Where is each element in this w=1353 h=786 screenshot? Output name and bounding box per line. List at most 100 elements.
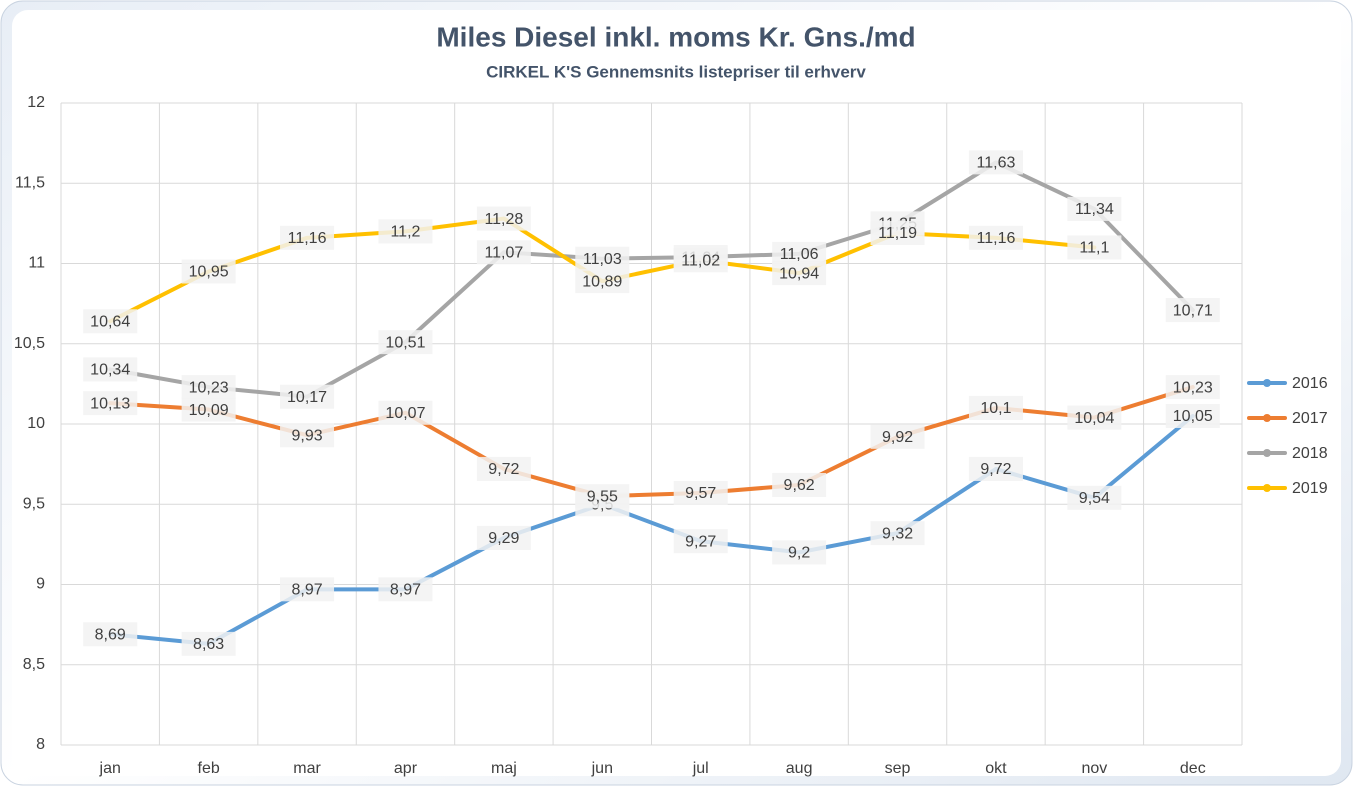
data-label-background: [476, 525, 531, 550]
data-label-background: [181, 631, 236, 656]
data-label-background: [673, 481, 728, 506]
data-label-background: [673, 529, 728, 554]
data-label-background: [1067, 405, 1122, 430]
data-label: 11,34: [1075, 201, 1114, 218]
data-label-background: [378, 219, 433, 244]
data-label-background: [181, 397, 236, 422]
data-label: 10,13: [90, 395, 130, 412]
legend-marker: [1263, 414, 1271, 422]
data-label-background: [575, 484, 630, 509]
data-label-background: [772, 261, 827, 286]
data-label-background: [968, 395, 1023, 420]
x-tick-label: sep: [885, 760, 911, 777]
x-tick-label: jul: [692, 760, 709, 777]
data-label: 9,54: [1079, 490, 1110, 507]
data-label: 9,27: [685, 533, 716, 550]
legend-label: 2017: [1292, 410, 1328, 427]
data-label-background: [83, 622, 138, 647]
y-tick-label: 11: [28, 255, 45, 272]
data-label: 8,69: [95, 626, 126, 643]
data-label-background: [1067, 235, 1122, 260]
data-label: 11,2: [390, 224, 420, 241]
data-label: 10,07: [385, 405, 425, 422]
data-label-background: [772, 472, 827, 497]
data-label-background: [968, 225, 1023, 250]
data-label: 10,51: [385, 334, 425, 351]
data-label-background: [1165, 403, 1220, 428]
data-label: 10,23: [1173, 379, 1213, 396]
data-label-background: [280, 577, 335, 602]
x-tick-label: nov: [1081, 760, 1107, 777]
data-label-background: [1165, 298, 1220, 323]
data-label-background: [83, 357, 138, 382]
data-label: 10,09: [189, 402, 229, 419]
y-tick-label: 11,5: [15, 174, 45, 191]
data-label: 8,97: [291, 582, 322, 599]
data-label-background: [968, 150, 1023, 175]
legend-marker: [1263, 379, 1271, 387]
data-label: 11,02: [681, 253, 720, 270]
data-label: 10,04: [1074, 410, 1114, 427]
x-tick-label: jun: [591, 760, 613, 777]
data-label: 11,16: [288, 230, 327, 247]
data-label: 11,28: [484, 211, 523, 228]
y-tick-label: 8,5: [23, 656, 45, 673]
data-label: 11,03: [583, 251, 622, 268]
x-tick-label: aug: [786, 760, 813, 777]
data-label-background: [476, 456, 531, 481]
data-label: 11,07: [484, 244, 523, 261]
data-label-background: [280, 384, 335, 409]
y-tick-label: 8: [36, 736, 45, 753]
data-label-background: [870, 521, 925, 546]
data-label: 9,93: [291, 427, 322, 444]
legend-label: 2019: [1292, 480, 1328, 497]
data-label-background: [968, 456, 1023, 481]
data-label-background: [476, 206, 531, 231]
x-tick-label: okt: [985, 760, 1007, 777]
data-label: 9,55: [587, 488, 618, 505]
data-label: 9,2: [788, 545, 810, 562]
y-tick-label: 9,5: [23, 495, 45, 512]
data-label: 9,57: [685, 485, 716, 502]
y-tick-label: 10: [27, 415, 45, 432]
data-label: 9,72: [980, 461, 1011, 478]
x-tick-label: jan: [99, 760, 121, 777]
data-label-background: [83, 309, 138, 334]
legend-marker: [1263, 484, 1271, 492]
data-label: 9,62: [784, 477, 815, 494]
legend-label: 2018: [1292, 445, 1328, 462]
data-label-background: [673, 248, 728, 273]
data-label-background: [181, 375, 236, 400]
data-label-background: [181, 259, 236, 284]
data-label: 11,19: [878, 225, 917, 242]
data-label-background: [1165, 375, 1220, 400]
data-label: 10,94: [779, 265, 819, 282]
data-label: 11,16: [977, 230, 1016, 247]
data-label-background: [280, 225, 335, 250]
y-tick-label: 10,5: [14, 335, 45, 352]
data-label-background: [280, 423, 335, 448]
chart-title: Miles Diesel inkl. moms Kr. Gns./md: [436, 21, 915, 52]
x-tick-label: mar: [293, 760, 321, 777]
x-tick-label: maj: [491, 760, 517, 777]
data-label-background: [870, 221, 925, 246]
data-label: 10,34: [90, 362, 130, 379]
data-label-background: [772, 540, 827, 565]
data-label-background: [575, 246, 630, 271]
y-tick-label: 12: [27, 94, 45, 111]
x-tick-label: feb: [198, 760, 220, 777]
data-label-background: [1067, 196, 1122, 221]
data-label: 10,23: [189, 379, 229, 396]
data-label-background: [378, 400, 433, 425]
data-label: 9,92: [882, 429, 913, 446]
legend-marker: [1263, 449, 1271, 457]
data-label: 10,17: [287, 389, 327, 406]
data-label-background: [575, 269, 630, 294]
data-label-background: [378, 577, 433, 602]
data-label-background: [1067, 485, 1122, 510]
data-label: 10,71: [1173, 302, 1213, 319]
x-tick-label: apr: [394, 760, 418, 777]
legend-label: 2016: [1292, 375, 1328, 392]
data-label: 9,29: [488, 530, 519, 547]
